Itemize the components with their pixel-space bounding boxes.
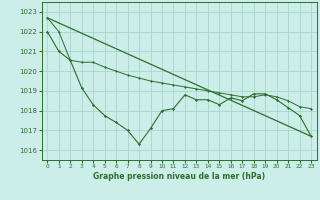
X-axis label: Graphe pression niveau de la mer (hPa): Graphe pression niveau de la mer (hPa): [93, 172, 265, 181]
